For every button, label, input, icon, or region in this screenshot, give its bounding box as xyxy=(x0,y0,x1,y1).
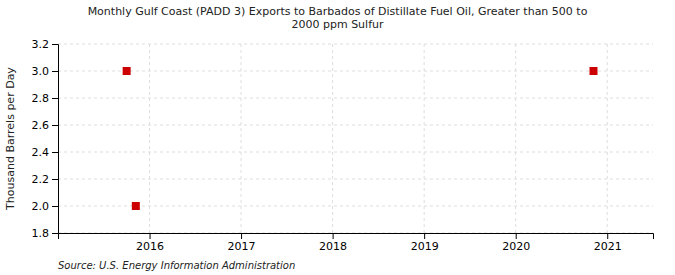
y-axis-tick-mark xyxy=(52,98,58,99)
y-axis-tick-label: 3.2 xyxy=(32,38,50,51)
y-axis-tick: 1.8 xyxy=(32,227,59,240)
y-axis: 1.8 2.0 2.2 2.4 2.6 2.8 3.0 3.2 xyxy=(32,38,59,240)
x-axis-tick: 2020 xyxy=(502,233,530,253)
x-axis-tick-label: 2019 xyxy=(411,240,439,253)
x-axis-tick: 2016 xyxy=(136,233,164,253)
y-axis-tick-mark xyxy=(52,71,58,72)
x-axis-tick-label: 2018 xyxy=(319,240,347,253)
y-axis-tick: 2.6 xyxy=(32,119,59,132)
y-axis-tick: 2.8 xyxy=(32,92,59,105)
y-axis-tick-label: 2.8 xyxy=(32,92,50,105)
y-axis-tick-mark xyxy=(52,125,58,126)
y-axis-tick-label: 2.6 xyxy=(32,119,50,132)
title: Monthly Gulf Coast (PADD 3) Exports to B… xyxy=(88,5,588,31)
x-axis-line xyxy=(59,234,654,240)
x-axis: 2016 2017 2018 2019 2020 2021 xyxy=(59,233,654,253)
grid-line-y xyxy=(58,206,653,207)
x-axis-tick: 2019 xyxy=(411,233,439,253)
square-point xyxy=(132,202,140,210)
x-axis-tick-label: 2020 xyxy=(502,240,530,253)
y-axis-line xyxy=(52,45,59,234)
title-line: 2000 ppm Sulfur xyxy=(291,18,384,31)
y-axis-tick-mark xyxy=(52,44,58,45)
x-axis-tick-mark xyxy=(607,233,608,239)
x-axis-tick: 2018 xyxy=(319,233,347,253)
square-point xyxy=(123,67,131,75)
x-axis-tick-label: 2017 xyxy=(228,240,256,253)
y-axis-tick-label: 3.0 xyxy=(32,65,50,78)
x-axis-tick-mark xyxy=(333,233,334,239)
grid-line-y xyxy=(58,71,653,72)
source-note: Source: U.S. Energy Information Administ… xyxy=(58,260,295,271)
y-axis-tick-mark xyxy=(52,206,58,207)
x-axis-tick-mark xyxy=(241,233,242,239)
grid-line-y xyxy=(58,179,653,180)
grid-line-x xyxy=(424,44,425,233)
x-axis-tick: 2021 xyxy=(594,233,622,253)
grid-line-y xyxy=(58,125,653,126)
grid-line-x xyxy=(515,44,516,233)
plot-area: 2016 2017 2018 2019 2020 2021 1.8 2.0 2.2 2.4 2.6 2… xyxy=(32,38,654,253)
x-axis-tick-mark xyxy=(424,233,425,239)
chart: 2016 2017 2018 2019 2020 2021 1.8 2.0 2.2 2.4 2.6 2… xyxy=(0,0,675,275)
y-axis-tick: 3.0 xyxy=(32,65,59,78)
grid xyxy=(58,44,653,233)
y-axis-tick-mark xyxy=(52,152,58,153)
square-point xyxy=(590,67,598,75)
y-axis-tick: 2.2 xyxy=(32,173,59,186)
y-axis-tick-label: 2.4 xyxy=(32,146,50,159)
y-axis-tick: 3.2 xyxy=(32,38,59,51)
grid-line-y xyxy=(58,98,653,99)
grid-line-x xyxy=(241,44,242,233)
y-axis-tick-label: 2.2 xyxy=(32,173,50,186)
grid-line-y xyxy=(58,44,653,45)
x-axis-tick-label: 2021 xyxy=(594,240,622,253)
points xyxy=(123,67,598,210)
grid-line-x xyxy=(149,44,150,233)
y-axis-tick: 2.4 xyxy=(32,146,59,159)
y-axis-tick-label: 1.8 xyxy=(32,227,50,240)
y-axis-tick: 2.0 xyxy=(32,200,59,213)
x-axis-tick-mark xyxy=(150,233,151,239)
x-axis-tick: 2017 xyxy=(228,233,256,253)
title-line: Monthly Gulf Coast (PADD 3) Exports to B… xyxy=(88,5,588,18)
grid-line-y xyxy=(58,152,653,153)
x-axis-tick-mark xyxy=(516,233,517,239)
grid-line-x xyxy=(332,44,333,233)
y-axis-tick-mark xyxy=(52,233,58,234)
grid-line-x xyxy=(607,44,608,233)
y-axis-tick-mark xyxy=(52,179,58,180)
y-axis-title: Thousand Barrels per Day xyxy=(4,67,17,211)
y-axis-tick-label: 2.0 xyxy=(32,200,50,213)
x-axis-tick-label: 2016 xyxy=(136,240,164,253)
